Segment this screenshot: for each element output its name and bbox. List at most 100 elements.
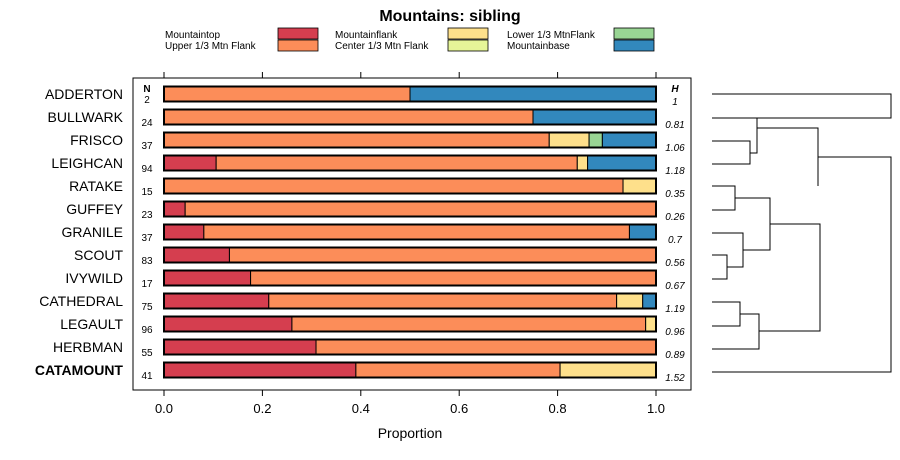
row-n-value: 37 (141, 233, 153, 244)
bar-segment (215, 155, 578, 171)
dendrogram-link (750, 118, 758, 154)
dendrogram-link (757, 127, 819, 186)
bar-segment (645, 316, 657, 332)
row-n-value: 96 (141, 325, 153, 336)
x-tick-label: 0.0 (155, 401, 173, 416)
row-h-value: 1 (672, 97, 678, 108)
legend-swatch (613, 39, 655, 52)
bar-outline (163, 200, 657, 218)
row-h-value: 0.26 (665, 212, 685, 223)
bar-segment (163, 201, 186, 217)
bar-outline (163, 223, 657, 241)
bar-segment (268, 293, 618, 309)
bar-segment (163, 293, 270, 309)
row-n-value: 75 (141, 302, 153, 313)
legend-swatch (277, 39, 319, 52)
row-label: HERBMAN (53, 339, 123, 355)
dendrogram-link (712, 301, 741, 327)
bar-outline (163, 292, 657, 310)
legend-swatch (277, 27, 319, 40)
dendrogram-link (735, 197, 771, 251)
bar-outline (163, 154, 657, 172)
row-h-value: 1.19 (665, 304, 685, 315)
bar-segment (355, 362, 561, 378)
bar-outline (163, 338, 657, 356)
row-label: CATAMOUNT (35, 362, 124, 378)
row-n-value: 17 (141, 279, 153, 290)
bar-segment (163, 270, 252, 286)
row-label: IVYWILD (65, 270, 123, 286)
bar-outline (163, 85, 657, 103)
bar-segment (163, 109, 534, 125)
bar-outline (163, 315, 657, 333)
bar-outline (163, 177, 657, 195)
row-h-value: 0.67 (665, 281, 685, 292)
row-h-value: 0.96 (665, 327, 685, 338)
bar-segment (250, 270, 657, 286)
row-label: FRISCO (70, 132, 123, 148)
legend-label: Mountainbase (507, 41, 570, 52)
dendrogram-link (759, 223, 821, 332)
legend-label: Lower 1/3 MtnFlank (507, 30, 596, 41)
legend-swatch (613, 27, 655, 40)
bar-segment (409, 86, 657, 102)
h-header: H (671, 84, 679, 95)
dendrogram-link (712, 140, 751, 165)
bar-segment (642, 293, 657, 309)
x-axis: 0.0 0.2 0.4 0.6 0.8 1.0 (155, 390, 665, 416)
bar-segment (203, 224, 630, 240)
legend-label: Mountainflank (335, 30, 398, 41)
row-n-value: 23 (141, 210, 153, 221)
x-tick-label: 0.8 (549, 401, 567, 416)
dendrogram-link (712, 156, 892, 373)
bar-segment (184, 201, 657, 217)
row-label: GRANILE (62, 224, 123, 240)
bar-segment (548, 132, 590, 148)
row-label: ADDERTON (45, 86, 123, 102)
bar-segment (587, 155, 657, 171)
row-label: LEGAULT (60, 316, 123, 332)
row-n-value: 37 (141, 141, 153, 152)
row-h-value: 0.81 (665, 120, 684, 131)
bar-outline (163, 246, 657, 264)
bar-segment (559, 362, 657, 378)
row-n-value: 15 (141, 187, 153, 198)
bar-segment (622, 178, 657, 194)
bar-outline (163, 108, 657, 126)
dendrogram (712, 93, 892, 373)
bar-segment (163, 339, 317, 355)
chart-title: Mountains: sibling (379, 8, 520, 25)
bar-segment (291, 316, 647, 332)
row-label: GUFFEY (66, 201, 123, 217)
row-n-value: 2 (144, 95, 150, 106)
bar-segment (588, 132, 603, 148)
bar-segment (163, 86, 411, 102)
bar-outline (163, 131, 657, 149)
bar-segment (163, 362, 357, 378)
bar-segment (628, 224, 657, 240)
dendrogram-link (712, 93, 892, 119)
row-h-value: 0.35 (665, 189, 685, 200)
row-h-value: 1.06 (665, 143, 685, 154)
legend-swatch (447, 39, 489, 52)
legend-label: Mountaintop (165, 30, 220, 41)
legend-label: Center 1/3 Mtn Flank (335, 41, 429, 52)
bar-outline (163, 361, 657, 379)
row-label: LEIGHCAN (51, 155, 123, 171)
bar-segment (601, 132, 657, 148)
row-label: RATAKE (69, 178, 123, 194)
bar-segment (163, 155, 217, 171)
bar-segment (163, 247, 230, 263)
row-h-value: 1.52 (665, 373, 685, 384)
row-n-value: 55 (141, 348, 153, 359)
bars: ADDERTON 2 1 BULLWARK 24 0.81 FRISCO 37 1.06 LEIG… (35, 85, 685, 384)
bar-segment (163, 316, 293, 332)
row-label: SCOUT (74, 247, 123, 263)
row-h-value: 0.7 (668, 235, 682, 246)
bar-outline (163, 269, 657, 287)
x-tick-label: 0.4 (352, 401, 370, 416)
row-h-value: 1.18 (665, 166, 685, 177)
bar-segment (576, 155, 589, 171)
